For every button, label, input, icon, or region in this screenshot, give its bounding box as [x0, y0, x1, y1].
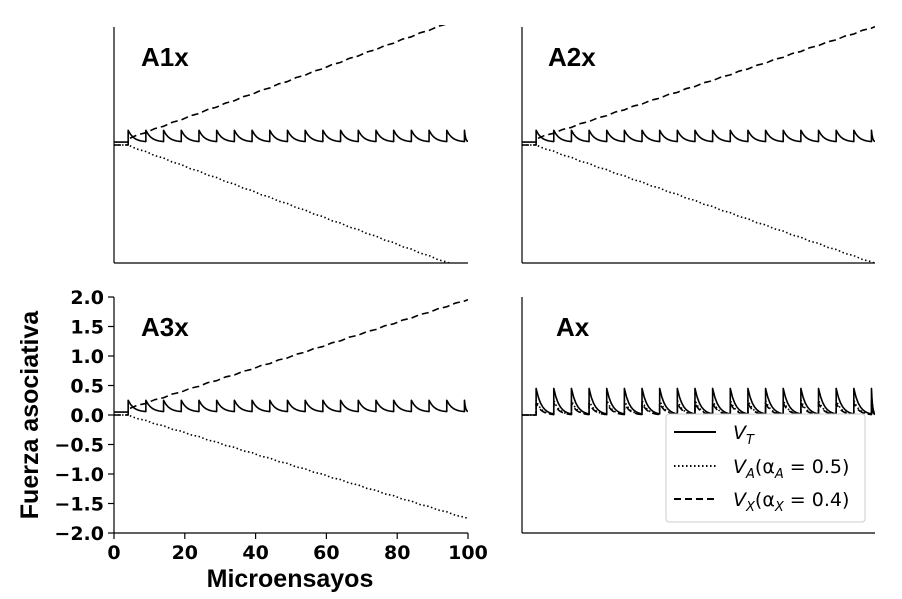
legend-label-vx: VX(αX = 0.4)	[733, 489, 849, 515]
panels-layer: A1x A2x A3x 0 20 40 60 80 100 2.0 1.5 1.0 0.5 0.0 −0.5…	[54, 25, 875, 564]
x-axis-title: Microensayos	[207, 565, 374, 593]
panel-a1x: A1x	[113, 25, 468, 264]
series-va-line	[114, 144, 451, 263]
x-tick-label: 100	[448, 542, 488, 564]
y-axis-title: Fuerza asociativa	[16, 310, 44, 520]
y-tick-label: 0.0	[70, 405, 104, 427]
x-tick-label: 40	[242, 542, 268, 564]
legend: VT VA(αA = 0.5) VX(αX = 0.4)	[665, 413, 866, 523]
x-tick-label: 20	[172, 542, 198, 564]
y-tick-label: 2.0	[70, 287, 104, 309]
panel-label: A1x	[141, 42, 189, 72]
series-va-line	[522, 144, 875, 263]
legend-label-va: VA(αA = 0.5)	[733, 456, 849, 482]
legend-label-vt: VT	[733, 422, 755, 448]
y-tick-label: −0.5	[54, 435, 104, 457]
series-vt-line	[114, 399, 468, 413]
y-tick-label: 0.5	[70, 376, 104, 398]
panel-label: Ax	[556, 312, 590, 342]
y-tick-label: −1.0	[54, 464, 104, 486]
panel-a3x: A3x 0 20 40 60 80 100 2.0 1.5 1.0 0.5 0.0 −0.5 −1.0 −1…	[54, 287, 487, 564]
y-tick-label: −2.0	[54, 523, 104, 545]
y-tick-label: −1.5	[54, 494, 104, 516]
legend-box	[665, 413, 866, 523]
series-va-line	[114, 414, 468, 520]
series-vx-line	[114, 25, 447, 146]
panel-label: A2x	[548, 42, 596, 72]
series-vt-line	[114, 129, 468, 143]
panel-a2x: A2x	[521, 25, 875, 264]
series-vt-line	[522, 129, 875, 143]
x-tick-label: 0	[107, 542, 120, 564]
series-vx-line	[522, 402, 875, 416]
x-tick-label: 60	[313, 542, 339, 564]
panel-label: A3x	[141, 312, 189, 342]
series-vt-line	[522, 387, 875, 416]
y-tick-label: 1.0	[70, 346, 104, 368]
x-tick-label: 80	[384, 542, 410, 564]
y-tick-label: 1.5	[70, 317, 104, 339]
